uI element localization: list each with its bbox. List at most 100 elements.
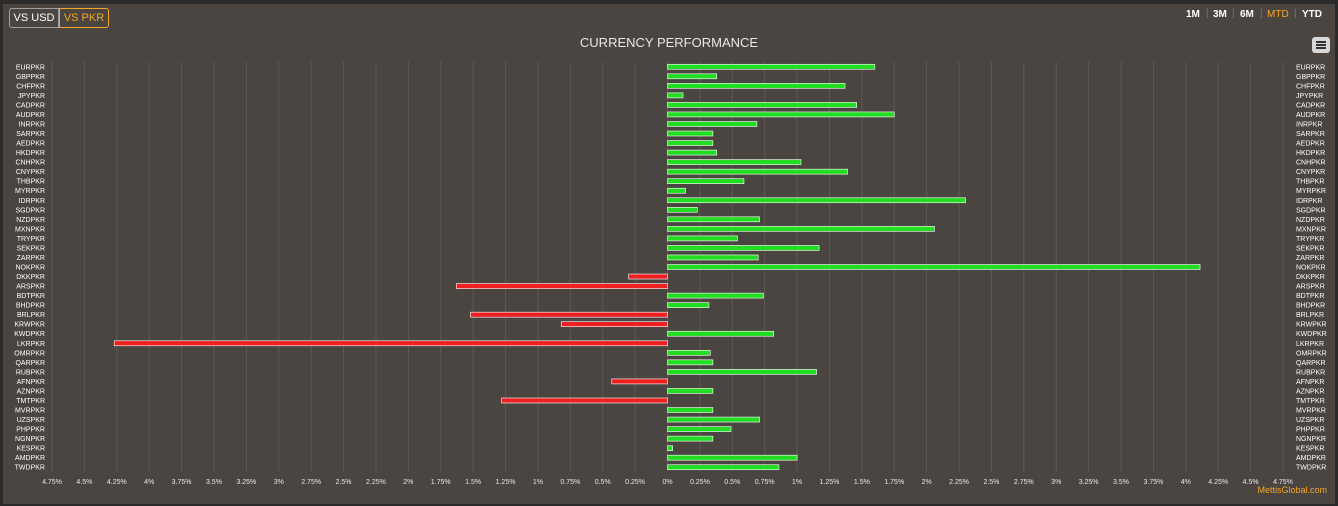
- y-tick-label-right: NGNPKR: [1296, 436, 1326, 443]
- y-tick-label-left: CHFPKR: [16, 83, 45, 90]
- y-tick-label-left: GBPPKR: [16, 74, 45, 81]
- x-tick-label: 2%: [922, 479, 932, 486]
- y-tick-label-left: CNYPKR: [16, 169, 45, 176]
- y-tick-label-left: SGDPKR: [15, 207, 45, 214]
- y-tick-label-right: DKKPKR: [1296, 274, 1325, 281]
- y-tick-label-left: AEDPKR: [16, 141, 45, 148]
- hamburger-menu-icon[interactable]: [1312, 37, 1330, 53]
- y-tick-label-left: AUDPKR: [16, 112, 45, 119]
- bar: [628, 273, 668, 280]
- y-tick-label-left: BRLPKR: [17, 312, 45, 319]
- x-tick-label: 0.25%: [690, 479, 710, 486]
- x-tick-label: 4.25%: [107, 479, 127, 486]
- bar: [667, 302, 710, 308]
- bar: [667, 388, 714, 394]
- x-tick-label: 1.5%: [465, 479, 481, 486]
- y-tick-label-right: TMTPKR: [1296, 398, 1325, 405]
- x-tick-label: 3.5%: [1113, 479, 1129, 486]
- range-3m-button[interactable]: 3M: [1213, 9, 1227, 20]
- bar: [501, 397, 668, 404]
- bar: [667, 350, 711, 356]
- x-tick-label: 1.5%: [854, 479, 870, 486]
- bar: [667, 245, 820, 251]
- y-tick-label-right: KESPKR: [1296, 446, 1324, 453]
- y-tick-label-right: OMRPKR: [1296, 350, 1327, 357]
- y-tick-label-right: CNHPKR: [1296, 160, 1326, 167]
- y-tick-label-right: AFNPKR: [1296, 379, 1324, 386]
- bar: [560, 321, 668, 328]
- y-tick-label-left: NGNPKR: [15, 436, 45, 443]
- chart-panel: VS USD VS PKR 1M | 3M | 6M | MTD | YTD C…: [3, 4, 1335, 504]
- x-tick-label: 1.75%: [884, 479, 904, 486]
- y-tick-label-left: RUBPKR: [16, 369, 45, 376]
- range-ytd-button[interactable]: YTD: [1302, 9, 1322, 20]
- vs-pkr-button[interactable]: VS PKR: [59, 8, 109, 28]
- y-tick-label-left: TMTPKR: [16, 398, 45, 405]
- y-tick-label-left: AZNPKR: [17, 388, 45, 395]
- vs-usd-button[interactable]: VS USD: [9, 8, 59, 28]
- y-tick-label-left: EURPKR: [16, 64, 45, 71]
- x-tick-label: 4.5%: [1243, 479, 1259, 486]
- x-tick-label: 0.5%: [724, 479, 740, 486]
- bar: [667, 416, 760, 423]
- y-tick-label-left: ZARPKR: [17, 255, 45, 262]
- bar: [667, 426, 732, 432]
- x-tick-label: 1%: [792, 479, 802, 486]
- x-tick-label: 4%: [144, 479, 154, 486]
- x-tick-label: 2.25%: [366, 479, 386, 486]
- range-separator: |: [1206, 8, 1209, 19]
- bar: [667, 73, 718, 80]
- range-6m-button[interactable]: 6M: [1240, 9, 1254, 20]
- x-tick-label: 4.75%: [42, 479, 62, 486]
- y-tick-label-right: CHFPKR: [1296, 83, 1325, 90]
- y-tick-label-left: CADPKR: [16, 102, 45, 109]
- bar: [667, 235, 738, 242]
- y-tick-label-right: KRWPKR: [1296, 322, 1327, 329]
- y-tick-label-left: ARSPKR: [16, 284, 45, 291]
- y-tick-label-left: QARPKR: [15, 360, 45, 367]
- y-tick-label-left: TWDPKR: [15, 465, 45, 472]
- x-tick-label: 3.75%: [1143, 479, 1163, 486]
- y-tick-label-left: IDRPKR: [19, 198, 45, 205]
- y-tick-label-right: NOKPKR: [1296, 265, 1326, 272]
- bar-chart: 4.75% 4.5% 4.25% 4% 3.75% 3.5% 3.25% 3% 2.75% 2.5…: [14, 62, 1327, 486]
- bar: [667, 121, 758, 127]
- y-tick-label-right: JPYPKR: [1296, 93, 1323, 100]
- bar: [667, 226, 935, 232]
- y-tick-label-right: SARPKR: [1296, 131, 1325, 138]
- y-tick-label-right: RUBPKR: [1296, 369, 1325, 376]
- y-tick-label-left: TRYPKR: [17, 236, 45, 243]
- x-tick-label: 0.75%: [560, 479, 580, 486]
- y-tick-label-left: BHDPKR: [16, 303, 45, 310]
- bar: [470, 311, 668, 318]
- y-tick-label-right: QARPKR: [1296, 360, 1326, 367]
- x-tick-label: 0.5%: [595, 479, 611, 486]
- bar: [667, 187, 686, 194]
- range-mtd-button[interactable]: MTD: [1267, 9, 1289, 20]
- y-tick-label-right: CADPKR: [1296, 102, 1325, 109]
- y-tick-label-left: SEKPKR: [17, 245, 45, 252]
- bar: [667, 149, 718, 156]
- credit-text: MettisGlobal.com: [1257, 485, 1327, 495]
- range-separator: |: [1260, 8, 1263, 19]
- bar: [667, 178, 745, 184]
- y-tick-label-left: PHPPKR: [16, 427, 45, 434]
- x-tick-label: 4.5%: [76, 479, 92, 486]
- bar: [113, 340, 668, 347]
- y-tick-label-right: AMDPKR: [1296, 455, 1326, 462]
- bar: [667, 168, 848, 175]
- y-tick-label-left: SARPKR: [16, 131, 45, 138]
- range-1m-button[interactable]: 1M: [1186, 9, 1200, 20]
- y-tick-label-right: ARSPKR: [1296, 284, 1325, 291]
- range-separator: |: [1232, 8, 1235, 19]
- y-tick-label-left: THBPKR: [17, 179, 45, 186]
- y-tick-label-left: KRWPKR: [14, 322, 45, 329]
- bar: [667, 292, 764, 299]
- y-tick-label-left: JPYPKR: [18, 93, 45, 100]
- x-tick-label: 3.25%: [1079, 479, 1099, 486]
- y-tick-label-left: KESPKR: [17, 446, 45, 453]
- x-tick-label: 3.5%: [206, 479, 222, 486]
- y-tick-label-right: LKRPKR: [1296, 341, 1324, 348]
- range-separator: |: [1294, 8, 1297, 19]
- bar: [667, 454, 798, 461]
